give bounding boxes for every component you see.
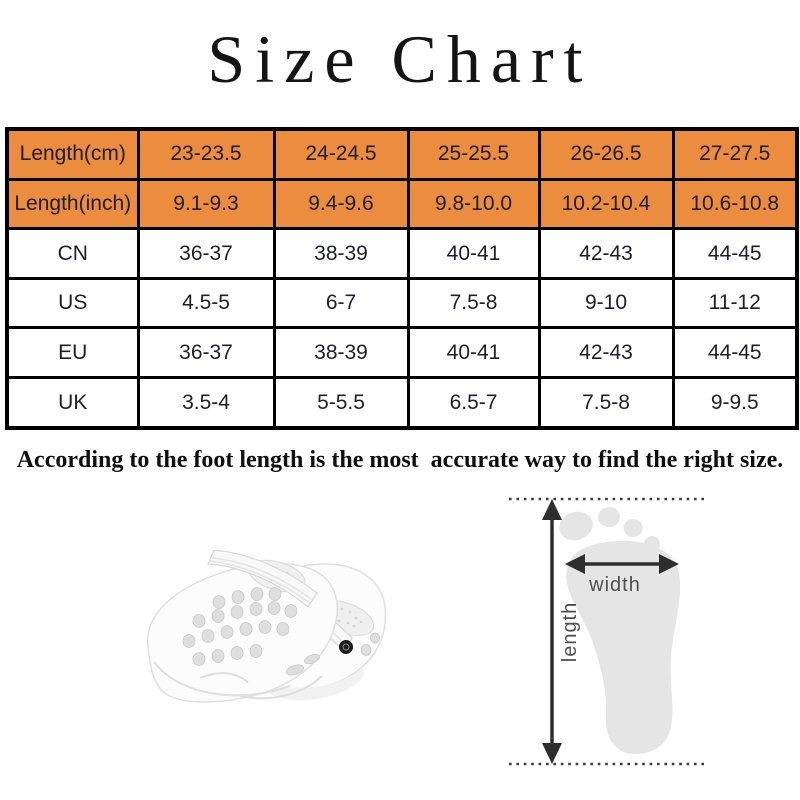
size-cell: 40-41 <box>406 227 541 280</box>
size-cell: 25-25.5 <box>406 127 541 181</box>
size-cell: 5-5.5 <box>272 376 410 430</box>
row-header-cell: Length(inch) <box>5 177 140 231</box>
foot-measurement-diagram: width length <box>509 497 708 766</box>
size-cell: 44-45 <box>671 227 799 280</box>
size-cell: 23-23.5 <box>136 127 276 181</box>
accuracy-note: According to the foot length is the most… <box>16 447 784 473</box>
clogs-product-image <box>146 550 387 703</box>
size-cell: 36-37 <box>136 326 276 379</box>
size-cell: 44-45 <box>671 326 799 379</box>
size-cell: 9-9.5 <box>671 376 799 430</box>
size-cell: 3.5-4 <box>136 376 276 430</box>
size-cell: 4.5-5 <box>136 276 276 330</box>
table-row-length-inch: Length(inch) 9.1-9.3 9.4-9.6 9.8-10.0 10… <box>5 177 799 231</box>
size-cell: 10.6-10.8 <box>671 177 799 231</box>
size-cell: 9.8-10.0 <box>406 177 541 231</box>
size-cell: 38-39 <box>272 227 410 280</box>
size-cell: 7.5-8 <box>406 276 541 330</box>
size-cell: 24-24.5 <box>272 127 410 181</box>
insole-texture-dots <box>332 607 363 628</box>
size-cell: 42-43 <box>537 227 675 280</box>
size-chart-table: Length(cm) 23-23.5 24-24.5 25-25.5 26-26… <box>5 127 799 430</box>
row-header-cell: US <box>5 276 140 330</box>
size-cell: 42-43 <box>537 326 675 379</box>
clog-holes <box>182 587 298 666</box>
length-arrow-icon <box>542 499 562 764</box>
length-label: length <box>559 602 581 663</box>
size-cell: 10.2-10.4 <box>537 177 675 231</box>
size-cell: 38-39 <box>272 326 410 379</box>
table-row-uk: UK 3.5-4 5-5.5 6.5-7 7.5-8 9-9.5 <box>5 376 799 430</box>
table-row-eu: EU 36-37 38-39 40-41 42-43 44-45 <box>5 326 799 379</box>
size-cell: 7.5-8 <box>537 376 675 430</box>
row-header-cell: Length(cm) <box>5 127 140 181</box>
strap-rivet-icon <box>339 640 353 654</box>
table-row-cn: CN 36-37 38-39 40-41 42-43 44-45 <box>5 227 799 280</box>
width-label: width <box>588 574 641 596</box>
size-cell: 40-41 <box>406 326 541 379</box>
size-cell: 11-12 <box>671 276 799 330</box>
row-header-cell: UK <box>5 376 140 430</box>
table-row-length-cm: Length(cm) 23-23.5 24-24.5 25-25.5 26-26… <box>5 127 799 181</box>
clog-strap-front <box>207 550 318 608</box>
table-row-us: US 4.5-5 6-7 7.5-8 9-10 11-12 <box>5 276 799 330</box>
size-cell: 36-37 <box>136 227 276 280</box>
size-cell: 6-7 <box>272 276 410 330</box>
size-cell: 9.1-9.3 <box>136 177 276 231</box>
size-cell: 9.4-9.6 <box>272 177 410 231</box>
width-arrow-icon <box>565 554 679 574</box>
page-title: Size Chart <box>207 21 593 97</box>
row-header-cell: EU <box>5 326 140 379</box>
size-cell: 26-26.5 <box>537 127 675 181</box>
size-cell: 27-27.5 <box>671 127 799 181</box>
size-cell: 9-10 <box>537 276 675 330</box>
row-header-cell: CN <box>5 227 140 280</box>
clog-front <box>146 559 338 703</box>
size-cell: 6.5-7 <box>406 376 541 430</box>
